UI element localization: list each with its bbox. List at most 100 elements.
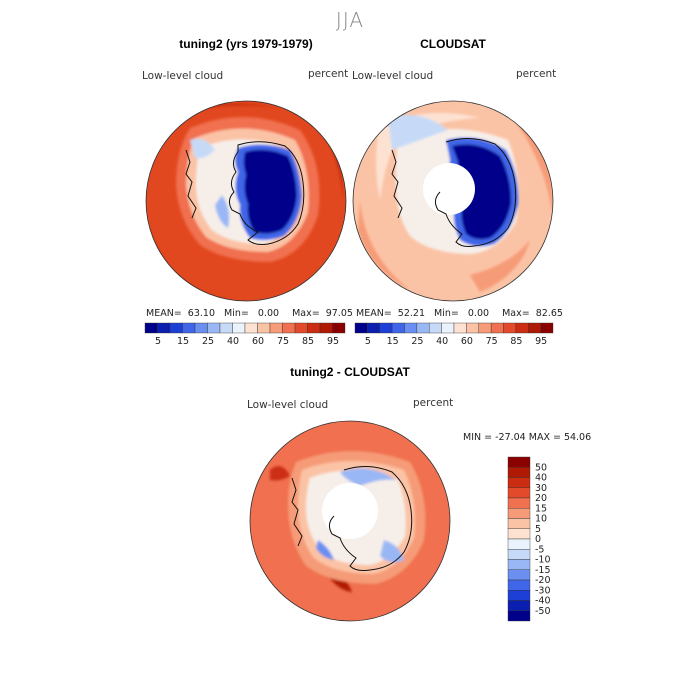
- colorbar2-swatch: [490, 322, 504, 334]
- map2-south-america-tip: [391, 149, 403, 219]
- panel1-min-value: 0.00: [257, 308, 280, 319]
- colorbar1-tick-label: 25: [202, 336, 214, 347]
- panel3-field-label: Low-level cloud: [247, 399, 329, 411]
- map2-missing-data-hole: [423, 163, 475, 215]
- colorbar1-swatch: [219, 322, 233, 334]
- colorbar1-swatch: [294, 322, 308, 334]
- panel3-units-label: percent: [413, 397, 454, 409]
- season-title: JJA: [335, 8, 365, 32]
- colorbar3-swatch: [507, 600, 531, 611]
- colorbar2-tick-label: 15: [387, 336, 399, 347]
- map-panel-3: [249, 420, 451, 622]
- colorbar2-swatch: [515, 322, 529, 334]
- colorbar2-swatch: [528, 322, 541, 334]
- panel1-mean-value: 63.10: [187, 308, 215, 319]
- map3-missing-data-hole: [322, 483, 378, 539]
- colorbar1-swatch: [169, 322, 183, 334]
- map3-frame: [249, 420, 451, 622]
- panel2-mean-value: 52.21: [397, 308, 425, 319]
- colorbar1-tick-label: 60: [252, 336, 264, 347]
- map3-negative-area: [316, 540, 334, 560]
- colorbar1-swatch: [207, 322, 221, 334]
- colorbar2-swatch: [379, 322, 393, 334]
- panel2-min-value: 0.00: [467, 308, 490, 319]
- colorbar3-tick-label: 20: [535, 493, 547, 504]
- colorbar2-swatch: [367, 322, 380, 334]
- colorbar2-swatch: [540, 322, 554, 334]
- map3-negative-area: [340, 468, 396, 486]
- colorbar1-tick-label: 95: [327, 336, 339, 347]
- colorbar3-tick-label: -5: [535, 544, 544, 555]
- colorbar3-tick-label: 0: [535, 534, 541, 545]
- panel2-title: CLOUDSAT: [420, 37, 486, 51]
- panel2-field-label: Low-level cloud: [352, 70, 434, 82]
- colorbar1-tick-label: 40: [227, 336, 239, 347]
- colorbar3-tick-label: -50: [535, 606, 551, 617]
- panel1-units-label: percent: [308, 68, 349, 80]
- map2-moderate-region: [470, 240, 530, 292]
- colorbar3-tick-label: -40: [535, 596, 551, 607]
- colorbar2-tick-label: 95: [535, 336, 547, 347]
- colorbar2-swatch: [404, 322, 418, 334]
- colorbar3-swatch: [507, 559, 531, 570]
- map1-deep-blue-interior: [243, 149, 297, 234]
- map3-positive-high: [270, 466, 290, 481]
- map1-light-blue-area: [190, 138, 215, 159]
- panel2-min-label: Min=: [434, 308, 459, 319]
- colorbar3-swatch: [507, 590, 531, 601]
- colorbar1-tick-label: 5: [155, 336, 161, 347]
- map2-moderate-region: [358, 200, 410, 290]
- colorbar1-swatch: [282, 322, 296, 334]
- colorbar3-tick-label: -15: [535, 565, 551, 576]
- colorbar3-tick-label: 40: [535, 473, 547, 484]
- colorbar3-tick-label: 30: [535, 483, 547, 494]
- colorbar-panel-2: 5 15 25 40 60 75 85 95: [354, 322, 554, 347]
- map2-light-blue-area: [388, 114, 448, 150]
- map1-south-america-tip: [185, 149, 197, 219]
- colorbar1-swatch: [244, 322, 258, 334]
- colorbar3-tick-label: 50: [535, 462, 547, 473]
- colorbar3-swatch: [507, 549, 531, 560]
- colorbar1-tick-label: 75: [277, 336, 289, 347]
- colorbar3-swatch: [507, 477, 531, 488]
- panel1-mean-label: MEAN=: [146, 308, 182, 319]
- colorbar2-tick-label: 85: [510, 336, 522, 347]
- colorbar2-swatch: [429, 322, 442, 334]
- map2-antarctic-coastline: [434, 138, 517, 247]
- colorbar1-swatch: [182, 322, 196, 334]
- colorbar3-tick-label: 10: [535, 514, 547, 525]
- map1-frame: [145, 100, 347, 302]
- colorbar1-tick-label: 85: [302, 336, 314, 347]
- colorbar3-tick-label: 5: [535, 524, 541, 535]
- colorbar2-swatch: [416, 322, 430, 334]
- colorbar3-swatch: [507, 467, 531, 478]
- colorbar2-swatch: [478, 322, 492, 334]
- colorbar2-swatch: [466, 322, 479, 334]
- map3-negative-area: [380, 540, 404, 563]
- panel3-range-text: MIN = -27.04 MAX = 54.06: [463, 432, 592, 443]
- colorbar1-tick-label: 15: [177, 336, 189, 347]
- colorbar1-swatch: [332, 322, 346, 334]
- colorbar1-swatch: [194, 322, 208, 334]
- panel3-title: tuning2 - CLOUDSAT: [290, 365, 410, 379]
- colorbar3-swatch: [507, 497, 531, 509]
- colorbar2-tick-label: 40: [436, 336, 448, 347]
- map2-deep-blue-interior: [452, 144, 512, 240]
- colorbar-panel-1: 5 15 25 40 60 75 85 95: [144, 322, 346, 347]
- colorbar2-swatch: [441, 322, 455, 334]
- map-panel-1: [145, 100, 347, 302]
- map-panel-2: [352, 100, 554, 302]
- colorbar2-swatch: [503, 322, 517, 334]
- panel2-max-label: Max=: [502, 308, 530, 319]
- colorbar3-tick-label: -20: [535, 575, 551, 586]
- map2-frame: [352, 100, 554, 302]
- panel1-field-label: Low-level cloud: [142, 70, 224, 82]
- map1-high-cloud-region: [190, 103, 280, 110]
- colorbar3-swatch: [507, 538, 531, 550]
- colorbar3-swatch: [507, 518, 531, 529]
- colorbar3-swatch: [507, 579, 531, 591]
- panel1-max-value: 97.05: [325, 308, 353, 319]
- panel1-title: tuning2 (yrs 1979-1979): [179, 37, 313, 51]
